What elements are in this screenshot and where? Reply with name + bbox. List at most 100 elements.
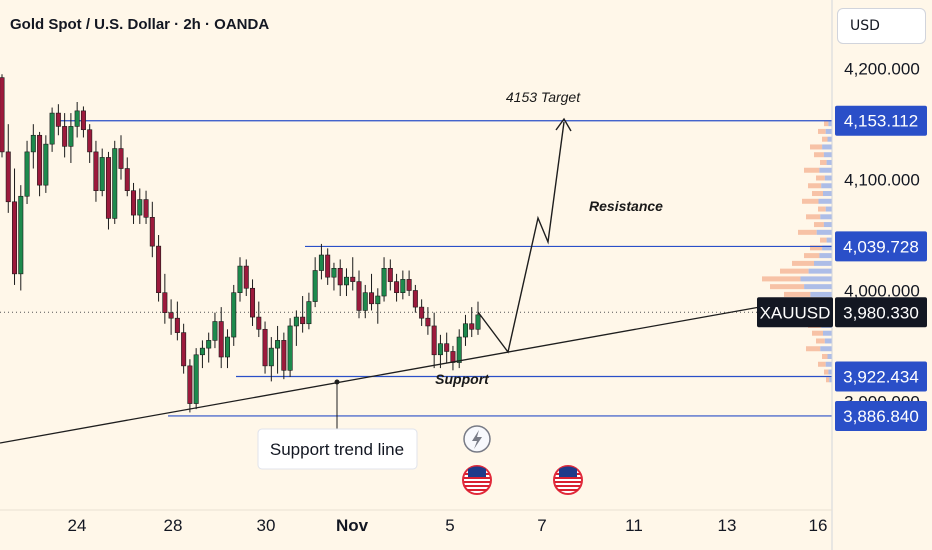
price-tick-label: 4,200.000 bbox=[844, 60, 920, 79]
candle-body-up bbox=[193, 354, 199, 404]
candle bbox=[55, 104, 61, 136]
lightning-icon[interactable] bbox=[463, 425, 491, 453]
volume-profile-bar bbox=[824, 175, 832, 181]
volume-profile-bar bbox=[810, 245, 823, 251]
volume-profile-bar bbox=[824, 121, 829, 127]
us-flag-event-icon[interactable] bbox=[462, 465, 492, 495]
candle-body-down bbox=[431, 325, 437, 356]
candle-body-up bbox=[287, 325, 293, 371]
volume-profile-bar bbox=[820, 237, 827, 243]
event-markers[interactable] bbox=[462, 425, 583, 495]
volume-profile-bar bbox=[812, 191, 823, 197]
volume-profile-bar bbox=[824, 338, 832, 344]
candle-body-up bbox=[268, 347, 274, 367]
candle bbox=[325, 248, 331, 285]
candle bbox=[49, 107, 55, 152]
candle bbox=[30, 124, 36, 169]
volume-profile-bar bbox=[810, 291, 832, 297]
level-price-label: 4,153.112 bbox=[844, 112, 918, 131]
candle-body-up bbox=[206, 340, 212, 349]
candle bbox=[469, 307, 475, 338]
candle bbox=[300, 296, 306, 333]
candle-body-up bbox=[24, 151, 30, 197]
candle bbox=[444, 332, 450, 363]
support-trend-line bbox=[0, 306, 761, 444]
time-axis[interactable]: 24 28 30 Nov 5 7 11 13 16 bbox=[68, 516, 828, 535]
volume-profile-bar bbox=[784, 291, 811, 297]
candle bbox=[318, 243, 324, 280]
price-tick-label: 4,000.000 bbox=[844, 281, 920, 300]
volume-profile-bar bbox=[806, 346, 821, 352]
candle-body-down bbox=[369, 292, 375, 305]
candle-body-up bbox=[400, 279, 406, 293]
candle bbox=[375, 288, 381, 324]
us-flag-event-icon[interactable] bbox=[553, 465, 583, 495]
candle bbox=[143, 190, 149, 224]
candle bbox=[400, 270, 406, 300]
candle-body-up bbox=[312, 270, 318, 302]
candle bbox=[331, 262, 337, 291]
time-tick-label: 16 bbox=[809, 516, 828, 535]
candle bbox=[462, 314, 468, 346]
volume-profile-bar bbox=[820, 214, 832, 220]
time-tick-label: Nov bbox=[336, 516, 369, 535]
candle-body-up bbox=[362, 292, 368, 311]
candle bbox=[350, 257, 356, 291]
candle-body-down bbox=[218, 321, 224, 358]
candle bbox=[237, 257, 243, 302]
candle bbox=[343, 268, 349, 297]
volume-profile-bar bbox=[828, 369, 832, 375]
price-axis[interactable]: 4,200.0004,100.0004,000.0003,900.0004,15… bbox=[757, 60, 927, 431]
candle-body-down bbox=[143, 199, 149, 218]
candle-body-up bbox=[30, 134, 36, 153]
currency-button[interactable]: USD bbox=[837, 8, 926, 44]
candle-body-down bbox=[250, 287, 256, 318]
candle-body-up bbox=[275, 340, 281, 349]
volume-profile-bar bbox=[814, 152, 824, 158]
candle bbox=[5, 124, 11, 213]
candle-body-down bbox=[444, 343, 450, 352]
candle-body-up bbox=[462, 323, 468, 338]
candle bbox=[156, 235, 162, 302]
projection-arrowhead bbox=[555, 117, 572, 132]
level-price-badge bbox=[835, 400, 927, 431]
volume-profile-bar bbox=[828, 121, 832, 127]
candle bbox=[231, 284, 237, 346]
candle-body-down bbox=[337, 268, 343, 286]
volume-profile-bar bbox=[816, 175, 825, 181]
candle-body-down bbox=[174, 317, 180, 333]
chart-title: Gold Spot / U.S. Dollar · 2h · OANDA bbox=[10, 16, 270, 33]
symbol-label: XAUUSD bbox=[760, 303, 831, 322]
volume-profile-bar bbox=[804, 167, 820, 173]
price-tick-label: 4,100.000 bbox=[844, 171, 920, 190]
volume-profile-bar bbox=[820, 346, 832, 352]
candle bbox=[406, 270, 412, 297]
target-label: 4153 Target bbox=[506, 89, 581, 105]
volume-profile-bar bbox=[826, 377, 830, 383]
candle bbox=[149, 201, 155, 258]
time-tick-label: 30 bbox=[257, 516, 276, 535]
volume-profile-bar bbox=[804, 284, 832, 290]
candle-body-down bbox=[412, 290, 418, 308]
candle bbox=[181, 323, 187, 374]
candle bbox=[243, 259, 249, 297]
candle bbox=[62, 113, 68, 158]
volume-profile-bar bbox=[823, 191, 832, 197]
candle bbox=[131, 182, 137, 224]
volume-profile-bar bbox=[800, 276, 832, 282]
candle-body-up bbox=[199, 347, 205, 356]
candle-body-up bbox=[475, 314, 481, 330]
candle bbox=[356, 270, 362, 319]
candle bbox=[174, 301, 180, 341]
candle-body-down bbox=[181, 332, 187, 367]
volume-profile-bar bbox=[818, 198, 832, 204]
volume-profile-bar bbox=[825, 361, 832, 367]
candle-body-up bbox=[456, 336, 462, 363]
candle-body-down bbox=[325, 254, 331, 278]
volume-profile-bar bbox=[819, 253, 832, 259]
candle-body-down bbox=[187, 365, 193, 404]
candle-body-up bbox=[318, 254, 324, 271]
